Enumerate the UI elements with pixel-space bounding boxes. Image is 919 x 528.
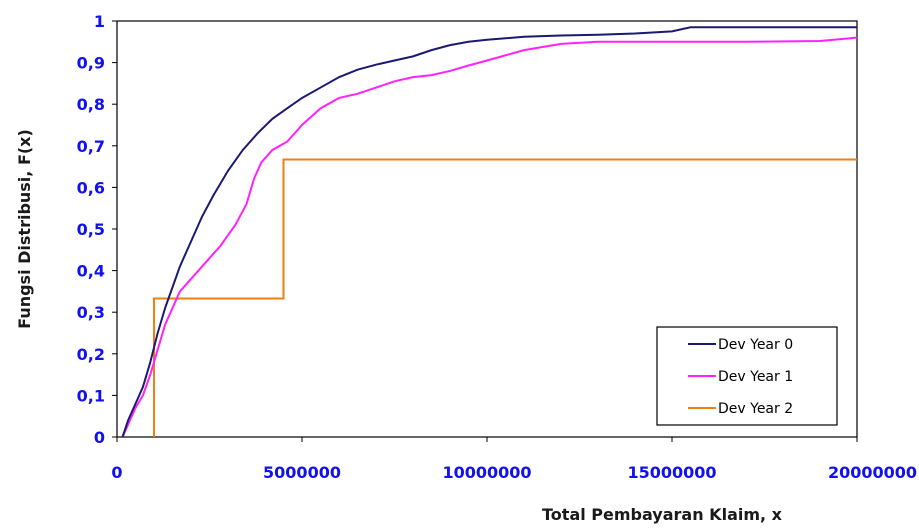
series-group xyxy=(121,26,858,438)
y-tick-label: 0,6 xyxy=(77,178,105,197)
legend-label: Dev Year 2 xyxy=(718,401,793,417)
y-tick-label: 0,4 xyxy=(77,262,105,281)
y-tick-label: 0,3 xyxy=(77,303,105,322)
y-tick-label: 0,5 xyxy=(77,220,105,239)
x-tick-label: 10000000 xyxy=(442,463,531,482)
legend-label: Dev Year 0 xyxy=(718,337,793,353)
x-tick-label: 0 xyxy=(111,463,122,482)
x-ticks: 0 5000000 10000000 15000000 20000000 xyxy=(111,437,917,482)
y-tick-label: 0,2 xyxy=(77,345,105,364)
y-tick-label: 1 xyxy=(94,12,105,31)
legend-box xyxy=(656,326,838,426)
y-tick-label: 0 xyxy=(94,428,105,447)
y-ticks: 0 0,1 0,2 0,3 0,4 0,5 0,6 0,7 0,8 0,9 1 xyxy=(77,12,117,447)
series-line-dev-year-0 xyxy=(121,26,857,438)
x-tick-label: 20000000 xyxy=(828,463,917,482)
y-tick-label: 0,8 xyxy=(77,95,105,114)
series-line-dev-year-1 xyxy=(121,36,858,438)
x-tick-label: 15000000 xyxy=(627,463,716,482)
x-tick-label: 5000000 xyxy=(263,463,341,482)
y-tick-label: 0,1 xyxy=(77,386,105,405)
y-tick-label: 0,7 xyxy=(77,137,105,156)
legend-label: Dev Year 1 xyxy=(718,369,793,385)
y-tick-label: 0,9 xyxy=(77,54,105,73)
y-axis-title: Fungsi Distribusi, F(x) xyxy=(15,129,34,329)
legend: Dev Year 0 Dev Year 1 Dev Year 2 xyxy=(656,326,838,426)
x-axis-title: Total Pembayaran Klaim, x xyxy=(542,505,783,524)
